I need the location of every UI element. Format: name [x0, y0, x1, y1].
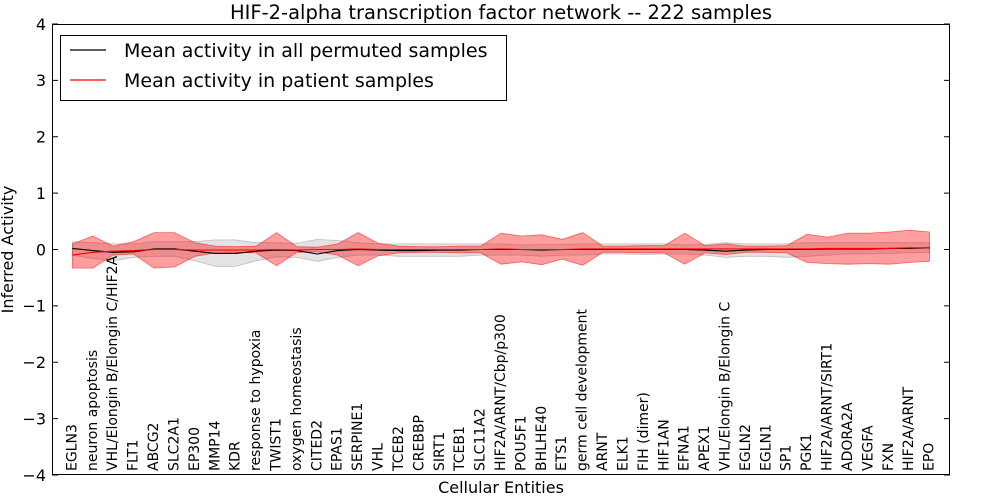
- y-tick-label: 2: [36, 128, 46, 147]
- x-tick-label: CREBBP: [411, 415, 427, 471]
- legend-box: [60, 35, 507, 101]
- x-tick-label: FXN: [881, 443, 897, 471]
- x-tick-label: HIF1AN: [656, 419, 672, 471]
- x-tick-label: EGLN2: [738, 424, 754, 471]
- permuted-mean-line: [72, 247, 930, 255]
- x-tick-label: ABCG2: [146, 423, 162, 471]
- x-tick-label: SP1: [779, 445, 795, 471]
- x-tick-label: SLC11A2: [473, 408, 489, 471]
- x-tick-label: EGLN1: [758, 424, 774, 471]
- x-tick-label: SLC2A1: [167, 417, 183, 471]
- y-tick-label: −4: [22, 466, 46, 485]
- x-tick-label: SERPINE1: [350, 403, 366, 471]
- chart-title: HIF-2-alpha transcription factor network…: [230, 1, 772, 24]
- series-lines: [72, 247, 930, 256]
- x-axis-label: Cellular Entities: [438, 478, 564, 497]
- y-tick-label: 3: [36, 71, 46, 90]
- y-tick-label: −3: [22, 409, 46, 428]
- y-tick-label: 4: [36, 15, 46, 34]
- x-tick-label: ARNT: [595, 432, 611, 471]
- x-tick-label: TCEB2: [391, 426, 407, 472]
- x-tick-label: EFNA1: [677, 425, 693, 471]
- y-axis-label: Inferred Activity: [0, 186, 17, 314]
- x-tick-label: HIF2A/ARNT: [901, 386, 917, 471]
- x-tick-label: ELK1: [616, 436, 632, 471]
- x-tick-label: VHL/Elongin B/Elongin C: [718, 302, 734, 471]
- x-tick-label: TWIST1: [269, 418, 285, 472]
- y-tick-label: 1: [36, 184, 46, 203]
- x-tick-label: EGLN3: [64, 424, 80, 471]
- x-tick-label: germ cell development: [575, 308, 591, 471]
- y-tick-label: 0: [36, 240, 46, 259]
- x-tick-label: EP300: [187, 427, 203, 471]
- x-tick-label: FIH (dimer): [636, 392, 652, 471]
- y-tick-label: −2: [22, 353, 46, 372]
- x-tick-label: neuron apoptosis: [85, 350, 101, 471]
- x-tick-label: ETS1: [554, 436, 570, 471]
- x-tick-label: TCEB1: [452, 426, 468, 472]
- x-tick-label: CITED2: [309, 420, 325, 471]
- x-tick-label: VEGFA: [860, 425, 876, 471]
- x-tick-label: KDR: [228, 441, 244, 471]
- x-tick-label: BHLHE40: [534, 406, 550, 471]
- x-tick-label: ADORA2A: [840, 402, 856, 471]
- x-tick-label: HIF2A/ARNT/Cbp/p300: [493, 314, 509, 471]
- x-tick-labels: EGLN3 neuron apoptosis VHL/Elongin B/Elong…: [64, 255, 937, 472]
- legend-label-permuted: Mean activity in all permuted samples: [124, 40, 487, 62]
- x-tick-label: FLT1: [126, 440, 142, 471]
- x-tick-label: oxygen homeostasis: [289, 327, 305, 471]
- x-tick-label: VHL: [371, 443, 387, 471]
- x-tick-label: SIRT1: [432, 432, 448, 471]
- x-tick-label: APEX1: [697, 426, 713, 471]
- y-axis: −4 −3 −2 −1 0 1 2 3 4: [22, 15, 950, 485]
- legend-label-patient: Mean activity in patient samples: [124, 70, 434, 92]
- legend: Mean activity in all permuted samples Me…: [60, 35, 507, 101]
- x-tick-label: EPAS1: [330, 427, 346, 471]
- x-tick-label: POU5F1: [513, 415, 529, 471]
- x-tick-label: MMP14: [207, 420, 223, 471]
- x-tick-label: HIF2A/ARNT/SIRT1: [820, 343, 836, 471]
- patient-mean-line: [72, 247, 930, 256]
- y-tick-label: −1: [22, 297, 46, 316]
- x-tick-label: VHL/Elongin B/Elongin C/HIF2A: [105, 255, 121, 471]
- x-tick-label: response to hypoxia: [248, 330, 264, 471]
- x-tick-label: PGK1: [799, 434, 815, 471]
- x-tick-label: EPO: [922, 443, 938, 471]
